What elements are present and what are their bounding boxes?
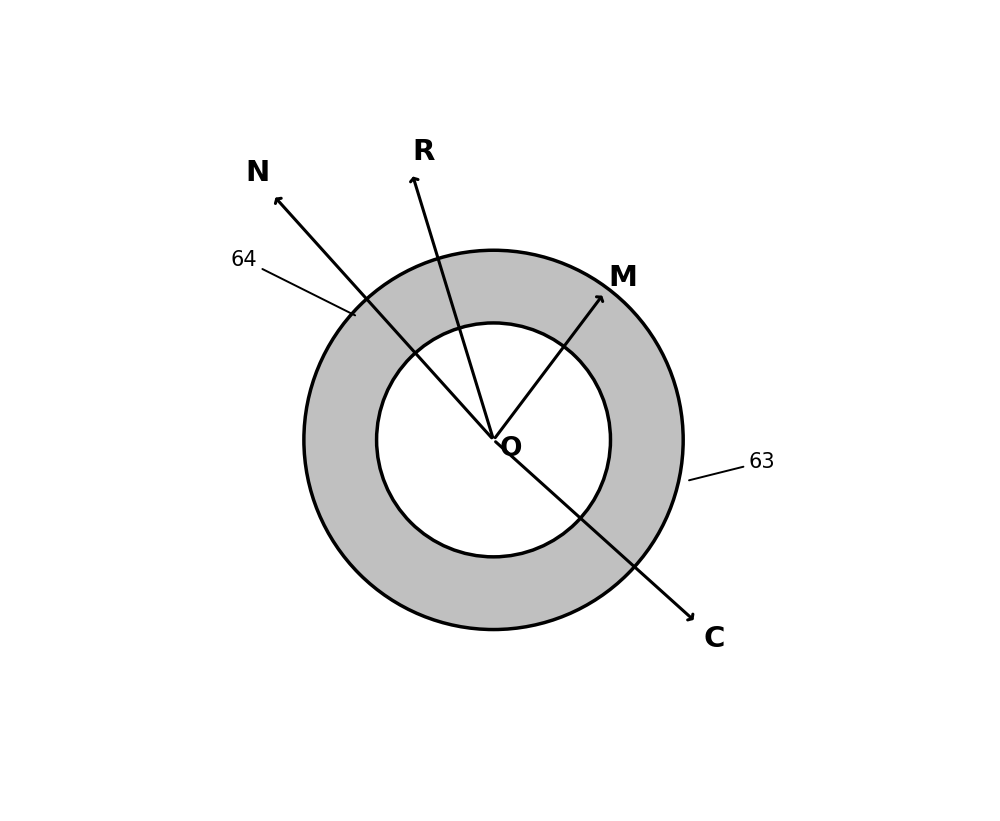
Text: M: M bbox=[608, 264, 637, 291]
Text: O: O bbox=[500, 437, 522, 462]
Text: R: R bbox=[412, 138, 435, 166]
Text: 63: 63 bbox=[689, 452, 776, 480]
Text: 64: 64 bbox=[231, 250, 355, 315]
Text: N: N bbox=[246, 159, 270, 187]
Circle shape bbox=[304, 250, 683, 630]
Circle shape bbox=[377, 323, 610, 557]
Text: C: C bbox=[704, 626, 725, 654]
